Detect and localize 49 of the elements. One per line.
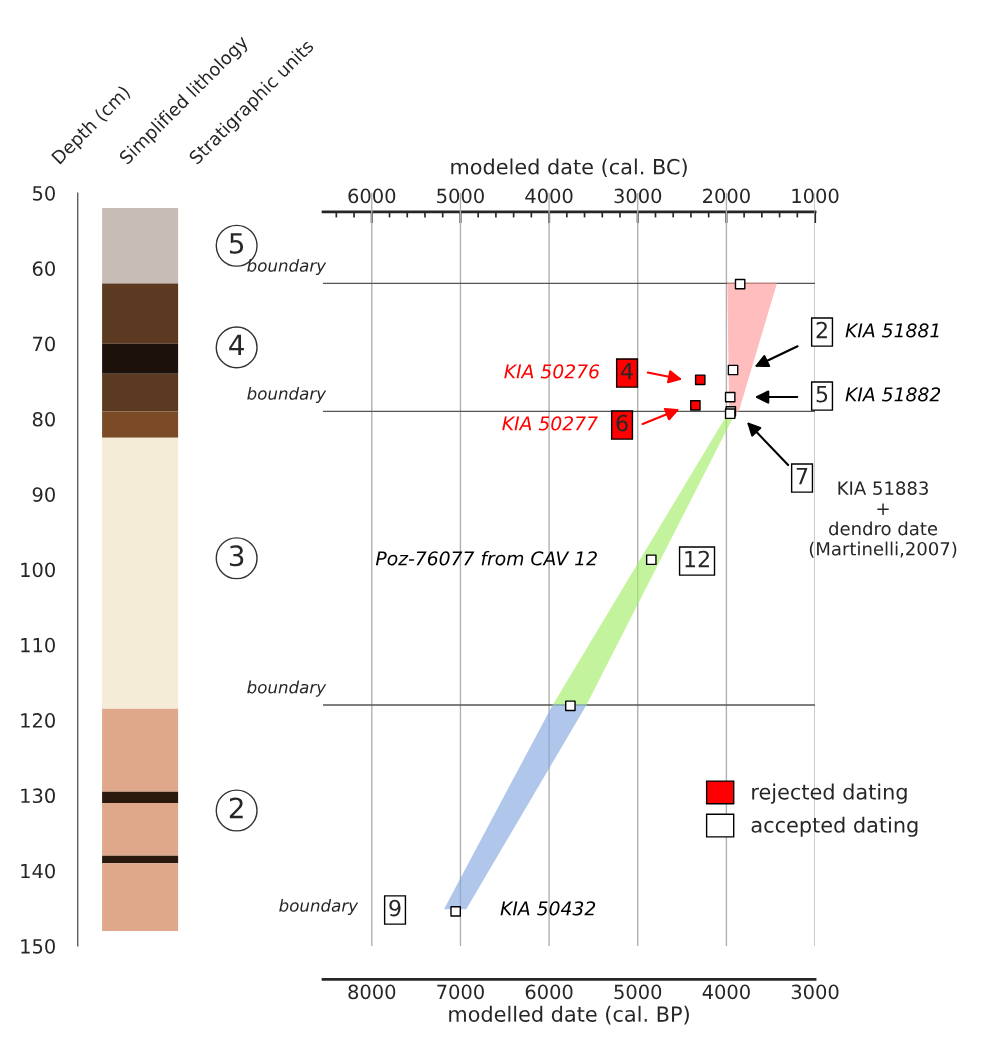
y-tick-label: 140 — [21, 863, 55, 879]
legend-label: accepted dating — [751, 816, 918, 837]
x-axis-title: modelled date (cal. BP) — [449, 1005, 689, 1025]
y-tick-label: 100 — [21, 562, 55, 578]
x2-tick-label: 3000 — [614, 188, 662, 204]
annotation: KIA 50276 — [504, 364, 600, 379]
y-tick-label: 50 — [33, 186, 55, 201]
x2-tick-label: 5000 — [437, 188, 484, 204]
x2-tick-label: 4000 — [525, 188, 573, 204]
annotation: 5 — [816, 385, 828, 403]
y-tick-label: 130 — [21, 788, 55, 804]
annotation: 5 — [229, 233, 244, 254]
x2-tick-label: 2000 — [703, 188, 750, 204]
annotation: 9 — [389, 899, 401, 917]
x2-axis-title: modeled date (cal. BC) — [451, 158, 687, 178]
annotation: 2 — [816, 321, 827, 339]
x-tick-label: 7000 — [437, 984, 484, 1000]
y-tick-label: 120 — [21, 713, 55, 728]
x-tick-label: 3000 — [791, 984, 839, 1000]
x-tick-label: 4000 — [702, 984, 750, 1000]
y-tick-label: 60 — [32, 261, 55, 277]
y-tick-label: 110 — [21, 637, 55, 653]
ref-line-label: boundary — [247, 258, 327, 276]
annotation: KIA 51881 — [845, 323, 939, 338]
annotation: KIA 51882 — [845, 387, 941, 402]
x2-tick-label: 1000 — [792, 188, 839, 204]
annotation: KIA 50432 — [500, 901, 596, 916]
annotation: 12 — [685, 550, 709, 568]
annotation: 2 — [229, 797, 243, 819]
x-tick-label: 5000 — [614, 984, 662, 1000]
y-tick-label: 70 — [33, 336, 55, 352]
annotation: 4 — [621, 362, 633, 380]
annotation: Poz-76077 from CAV 12 — [375, 550, 597, 566]
annotation: KIA 51883 + dendro date (Martinelli,2007) — [809, 481, 957, 558]
y-tick-label: 150 — [21, 938, 55, 954]
annotation: boundary — [279, 898, 359, 916]
x-tick-label: 8000 — [348, 984, 396, 1000]
x2-tick-label: 6000 — [348, 188, 396, 204]
y-tick-label: 90 — [32, 487, 55, 502]
annotation: 4 — [229, 334, 244, 356]
annotation: 7 — [796, 467, 808, 485]
ref-line-label: boundary — [247, 386, 327, 404]
ref-line-label: boundary — [247, 680, 327, 697]
annotation: 3 — [229, 545, 244, 567]
y-tick-label: 80 — [32, 411, 55, 427]
x-tick-label: 6000 — [525, 984, 573, 1000]
legend-label: rejected dating — [752, 783, 907, 804]
annotation: KIA 50277 — [502, 416, 598, 431]
annotation: 6 — [616, 414, 628, 432]
